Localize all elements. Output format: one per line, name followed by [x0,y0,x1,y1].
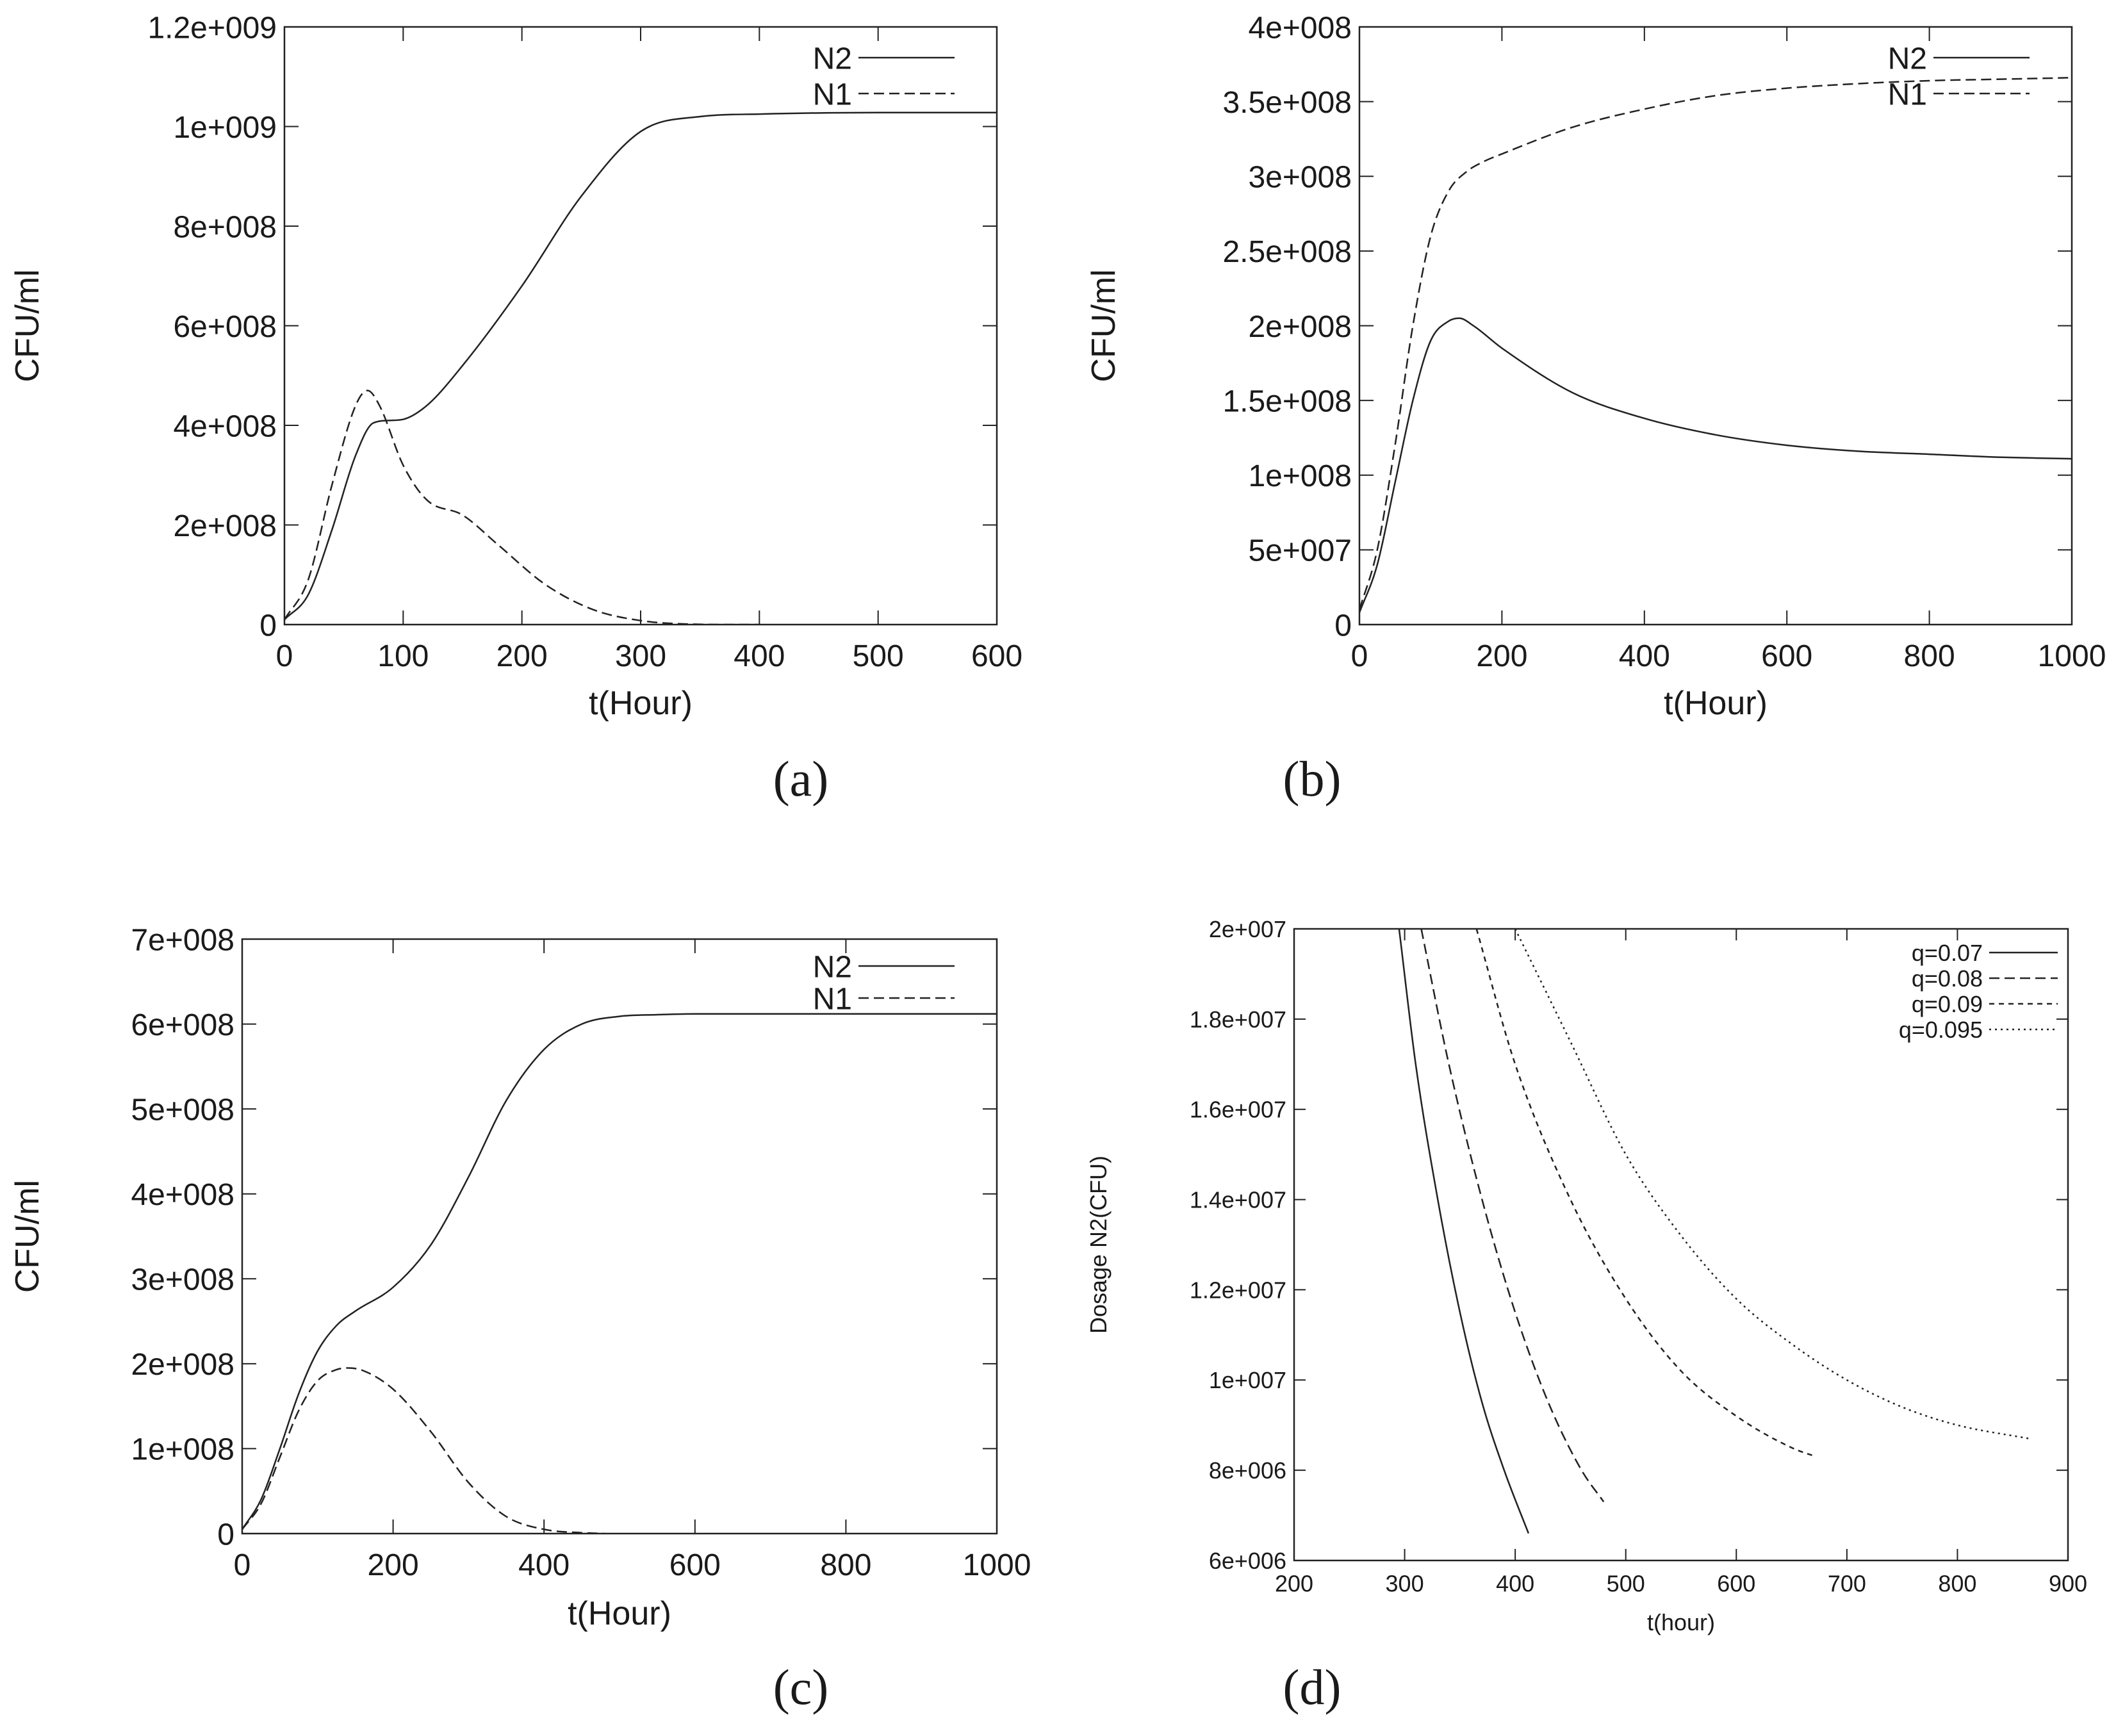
x-tick-label: 600 [669,1548,721,1582]
y-tick-label: 1e+008 [1248,459,1352,493]
series-line-n1 [1359,77,2072,610]
x-tick-label: 400 [734,639,785,673]
y-tick-label: 3e+008 [1248,161,1352,195]
y-tick-label: 0 [259,609,277,643]
y-tick-label: 0 [217,1518,234,1552]
y-axis-title: CFU/ml [9,269,46,382]
chart-panel-c: 0 200 400 600 800 1000 0 1e+008 2e+008 3e+008 4e+0… [9,923,1031,1715]
x-axis-title: t(Hour) [589,685,693,722]
x-tick-label: 200 [1275,1571,1313,1597]
y-tick-label: 6e+006 [1209,1548,1286,1574]
x-tick-label: 300 [1386,1571,1424,1597]
x-axis-title: t(Hour) [1664,685,1768,722]
x-tick-label: 800 [1904,639,1955,673]
plot-frame [241,938,998,1535]
legend-label: q=0.09 [1912,991,1983,1017]
chart-panel-d: 200 300 400 500 600 700 800 900 6e+006 8e+006 1e+0… [1085,916,2087,1715]
x-tick-label: 400 [1619,639,1670,673]
y-tick-label: 2e+008 [1248,310,1352,344]
x-tick-label: 200 [368,1548,419,1582]
x-tick-label: 600 [1761,639,1812,673]
panel-caption: (b) [1283,751,1341,807]
series-line-n2 [242,1013,997,1530]
panel-caption: (d) [1283,1659,1341,1715]
legend-label: N1 [1888,78,1927,111]
x-tick-label: 800 [820,1548,871,1582]
legend-label: q=0.08 [1912,965,1983,992]
y-tick-label: 2e+008 [131,1348,234,1382]
panel-caption: (c) [773,1659,829,1715]
x-tick-label: 600 [971,639,1022,673]
y-tick-label: 1.2e+007 [1190,1277,1286,1303]
legend-label: N2 [813,950,852,984]
x-tick-label: 0 [276,639,293,673]
y-tick-label: 6e+008 [131,1008,234,1042]
x-tick-label: 500 [1607,1571,1645,1597]
y-tick-label: 4e+008 [173,409,277,443]
series-line-n1 [284,389,760,625]
series-line-n2 [1359,317,2072,613]
x-axis-title: t(hour) [1647,1609,1715,1635]
y-tick-label: 2.5e+008 [1222,235,1352,269]
y-axis-title: CFU/ml [9,1180,46,1293]
y-tick-label: 1.5e+008 [1222,384,1352,418]
x-tick-label: 800 [1938,1571,1976,1597]
x-tick-label: 0 [234,1548,251,1582]
x-axis-title: t(Hour) [568,1595,671,1632]
legend-label: N1 [813,982,852,1016]
y-tick-label: 1e+008 [131,1433,234,1467]
legend-label: N1 [813,78,852,111]
y-tick-label: 1.2e+009 [147,11,277,45]
chart-panel-b: 0 200 400 600 800 1000 0 5e+007 1e+008 1.5e+008 2e… [1085,11,2106,807]
x-tick-label: 700 [1828,1571,1866,1597]
series-line-n2 [284,111,997,621]
y-tick-label: 7e+008 [131,923,234,957]
legend-label: q=0.07 [1912,940,1983,966]
y-tick-label: 5e+008 [131,1093,234,1127]
x-tick-label: 100 [377,639,429,673]
y-tick-label: 8e+008 [173,210,277,244]
panel-caption: (a) [773,751,829,807]
y-axis-title: CFU/ml [1085,269,1122,382]
plot-frame [1293,928,2069,1562]
x-tick-label: 1000 [963,1548,1031,1582]
y-tick-label: 0 [1334,609,1352,643]
legend-label: N2 [1888,42,1927,76]
y-tick-label: 4e+008 [131,1178,234,1212]
y-tick-label: 2e+007 [1209,916,1286,942]
y-tick-label: 3.5e+008 [1222,86,1352,120]
y-tick-label: 1.8e+007 [1190,1006,1286,1033]
x-tick-label: 0 [1351,639,1368,673]
y-axis-title: Dosage N2(CFU) [1085,1156,1112,1334]
x-tick-label: 900 [2049,1571,2087,1597]
y-tick-label: 2e+008 [173,509,277,543]
series-line-q-0-08 [1420,929,1605,1503]
x-tick-label: 300 [615,639,666,673]
y-tick-label: 6e+008 [173,310,277,344]
y-tick-label: 1e+009 [173,111,277,145]
legend-label: q=0.095 [1899,1017,1983,1043]
series-line-q-0-07 [1398,929,1530,1534]
x-tick-label: 1000 [2038,639,2106,673]
y-tick-label: 4e+008 [1248,11,1352,45]
x-tick-label: 200 [1476,639,1527,673]
y-tick-label: 1e+007 [1209,1367,1286,1393]
x-tick-label: 400 [518,1548,570,1582]
x-tick-label: 500 [853,639,904,673]
y-tick-label: 1.4e+007 [1190,1187,1286,1213]
series-line-n1 [242,1367,605,1534]
series-line-q-0-095 [1514,929,2030,1440]
y-tick-label: 1.6e+007 [1190,1097,1286,1123]
x-tick-label: 200 [496,639,548,673]
legend-label: N2 [813,42,852,76]
chart-panel-a: 0 100 200 300 400 500 600 0 2e+008 4e+008 6e+008 8e… [9,11,1022,807]
x-tick-label: 400 [1496,1571,1534,1597]
x-tick-label: 600 [1717,1571,1755,1597]
y-tick-label: 8e+006 [1209,1457,1286,1484]
y-tick-label: 5e+007 [1248,534,1352,568]
y-tick-label: 3e+008 [131,1263,234,1297]
